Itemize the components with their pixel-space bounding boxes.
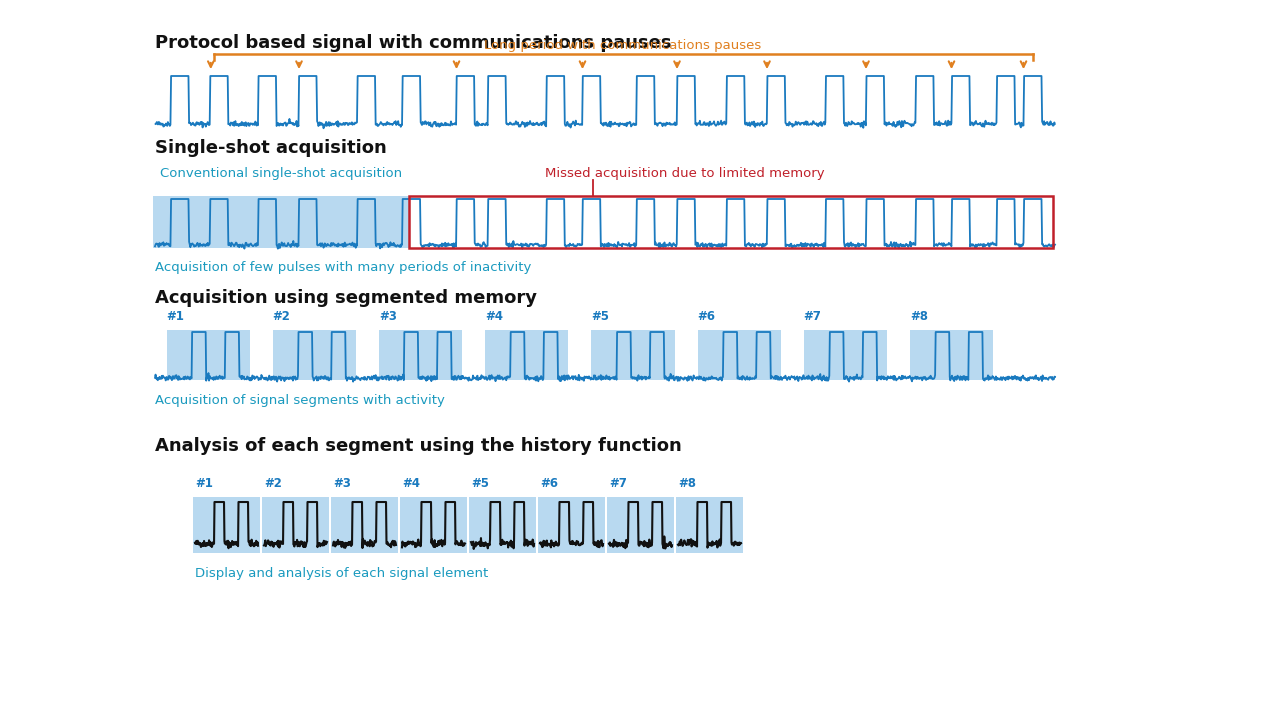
Bar [273,330,356,380]
Bar [468,497,536,553]
Text: Acquisition using segmented memory: Acquisition using segmented memory [155,289,538,307]
Text: #5: #5 [471,477,489,490]
Text: Single-shot acquisition: Single-shot acquisition [155,139,387,157]
Text: Acquisition of few pulses with many periods of inactivity: Acquisition of few pulses with many peri… [155,261,531,274]
Text: #3: #3 [379,310,397,323]
Text: Missed acquisition due to limited memory: Missed acquisition due to limited memory [545,167,824,180]
Text: #6: #6 [698,310,716,323]
Bar [910,330,993,380]
Bar [379,330,462,380]
Bar [154,196,410,248]
Bar [607,497,675,553]
Bar [262,497,329,553]
Text: #7: #7 [609,477,627,490]
Text: #3: #3 [333,477,351,490]
Bar [332,497,398,553]
Text: Long period with communications pauses: Long period with communications pauses [484,39,762,52]
Bar [676,497,742,553]
Text: Conventional single-shot acquisition: Conventional single-shot acquisition [160,167,402,180]
Text: #8: #8 [678,477,696,490]
Text: #7: #7 [804,310,822,323]
Bar [399,497,467,553]
Text: Analysis of each segment using the history function: Analysis of each segment using the histo… [155,437,682,455]
Text: #2: #2 [264,477,282,490]
Bar [591,330,675,380]
Text: Display and analysis of each signal element: Display and analysis of each signal elem… [195,567,488,580]
Bar [538,497,605,553]
Text: #4: #4 [402,477,420,490]
Bar [698,330,781,380]
Bar [804,330,887,380]
Text: #1: #1 [166,310,184,323]
Text: Protocol based signal with communications pauses: Protocol based signal with communication… [155,34,672,52]
Text: #8: #8 [910,310,928,323]
Text: #4: #4 [485,310,503,323]
Text: #6: #6 [540,477,558,490]
Bar [485,330,568,380]
Text: #1: #1 [195,477,212,490]
Text: #2: #2 [273,310,291,323]
Text: #5: #5 [591,310,609,323]
Bar [166,330,250,380]
Bar [410,196,1053,248]
Bar [193,497,260,553]
Text: Acquisition of signal segments with activity: Acquisition of signal segments with acti… [155,394,445,407]
